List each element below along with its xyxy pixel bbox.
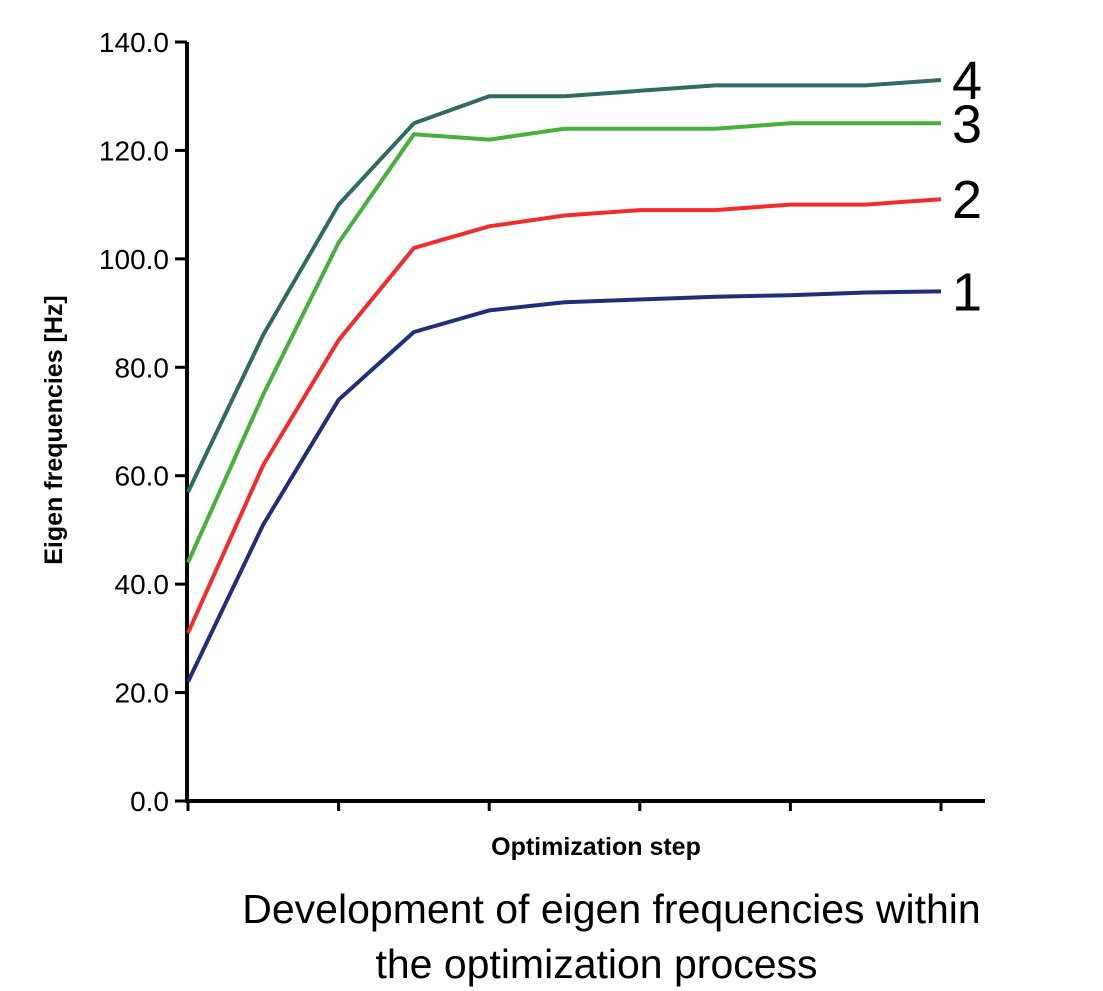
y-tick-label: 40.0	[115, 569, 170, 600]
figure-caption-line-1: Development of eigen frequencies within	[242, 886, 981, 932]
series-2-label: 2	[952, 170, 982, 230]
series-1-line	[186, 289, 942, 683]
y-tick-label: 120.0	[99, 135, 169, 166]
y-tick-label: 80.0	[115, 352, 170, 383]
y-tick-label: 20.0	[115, 678, 170, 709]
series-labels: 1 2 34	[952, 51, 982, 322]
y-tick-label: 140.0	[99, 27, 169, 58]
x-axis-ticks	[186, 801, 943, 811]
series-4-line	[186, 78, 942, 493]
y-tick-label: 100.0	[99, 244, 169, 275]
series-4-label: 4	[952, 51, 982, 111]
series-1-label: 1	[952, 262, 982, 322]
y-axis-title: Eigen frequencies [Hz]	[40, 295, 68, 565]
axes	[185, 42, 985, 803]
y-tick-label: 60.0	[115, 461, 170, 492]
series-3-line	[186, 121, 941, 564]
figure-caption-line-2: the optimization process	[375, 941, 818, 987]
series-2-line	[186, 197, 942, 634]
series-3-label: 3	[952, 94, 982, 154]
y-axis-ticks: 0.0 20.0 40.0 60.0 80.0 100.0 120.0 140.0	[99, 27, 187, 817]
x-axis-title: Optimization step	[491, 833, 701, 861]
series-lines	[186, 78, 942, 683]
y-tick-label: 0.0	[130, 786, 169, 817]
